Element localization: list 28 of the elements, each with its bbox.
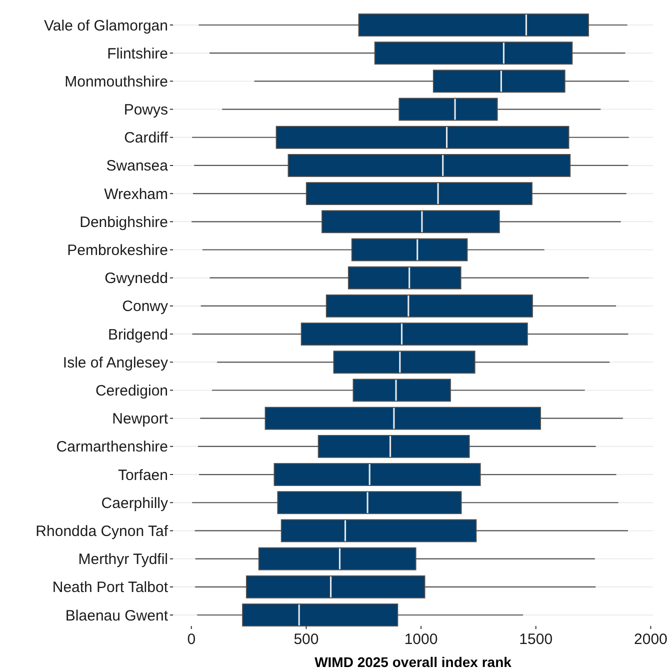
y-tick-label: Torfaen (118, 466, 168, 484)
y-tick-label: Monmouthshire (64, 73, 168, 90)
y-tick-label: Gwynedd (104, 270, 168, 288)
y-tick-label: Wrexham (104, 186, 168, 203)
y-tick-label: Carmarthenshire (56, 438, 168, 456)
y-tick-label: Powys (124, 102, 168, 119)
y-tick-label: Bridgend (108, 326, 168, 344)
x-axis-title: WIMD 2025 overall index rank (314, 654, 512, 670)
x-tick-label: 500 (294, 631, 319, 648)
y-tick-label: Isle of Anglesey (62, 354, 168, 372)
y-tick-label: Denbighshire (80, 214, 168, 231)
y-tick-label: Vale of Glamorgan (44, 17, 168, 34)
y-tick-label: Newport (112, 410, 169, 428)
y-tick-label: Cardiff (124, 130, 169, 147)
y-tick-label: Ceredigion (95, 382, 168, 400)
y-tick-label: Swansea (106, 158, 169, 175)
x-tick-label: 2000 (634, 631, 667, 648)
y-tick-label: Flintshire (107, 45, 168, 62)
y-tick-label: Rhondda Cynon Taf (36, 522, 169, 540)
y-tick-label: Conwy (122, 298, 168, 316)
y-tick-label: Caerphilly (101, 494, 168, 512)
y-tick-label: Blaenau Gwent (65, 607, 169, 624)
y-tick-label: Pembrokeshire (67, 242, 168, 260)
x-tick-label: 1000 (404, 631, 438, 648)
y-tick-label: Neath Port Talbot (52, 579, 169, 596)
x-tick-label: 1500 (519, 631, 553, 648)
x-tick-label: 0 (187, 631, 196, 648)
y-tick-label: Merthyr Tydfil (78, 551, 168, 568)
